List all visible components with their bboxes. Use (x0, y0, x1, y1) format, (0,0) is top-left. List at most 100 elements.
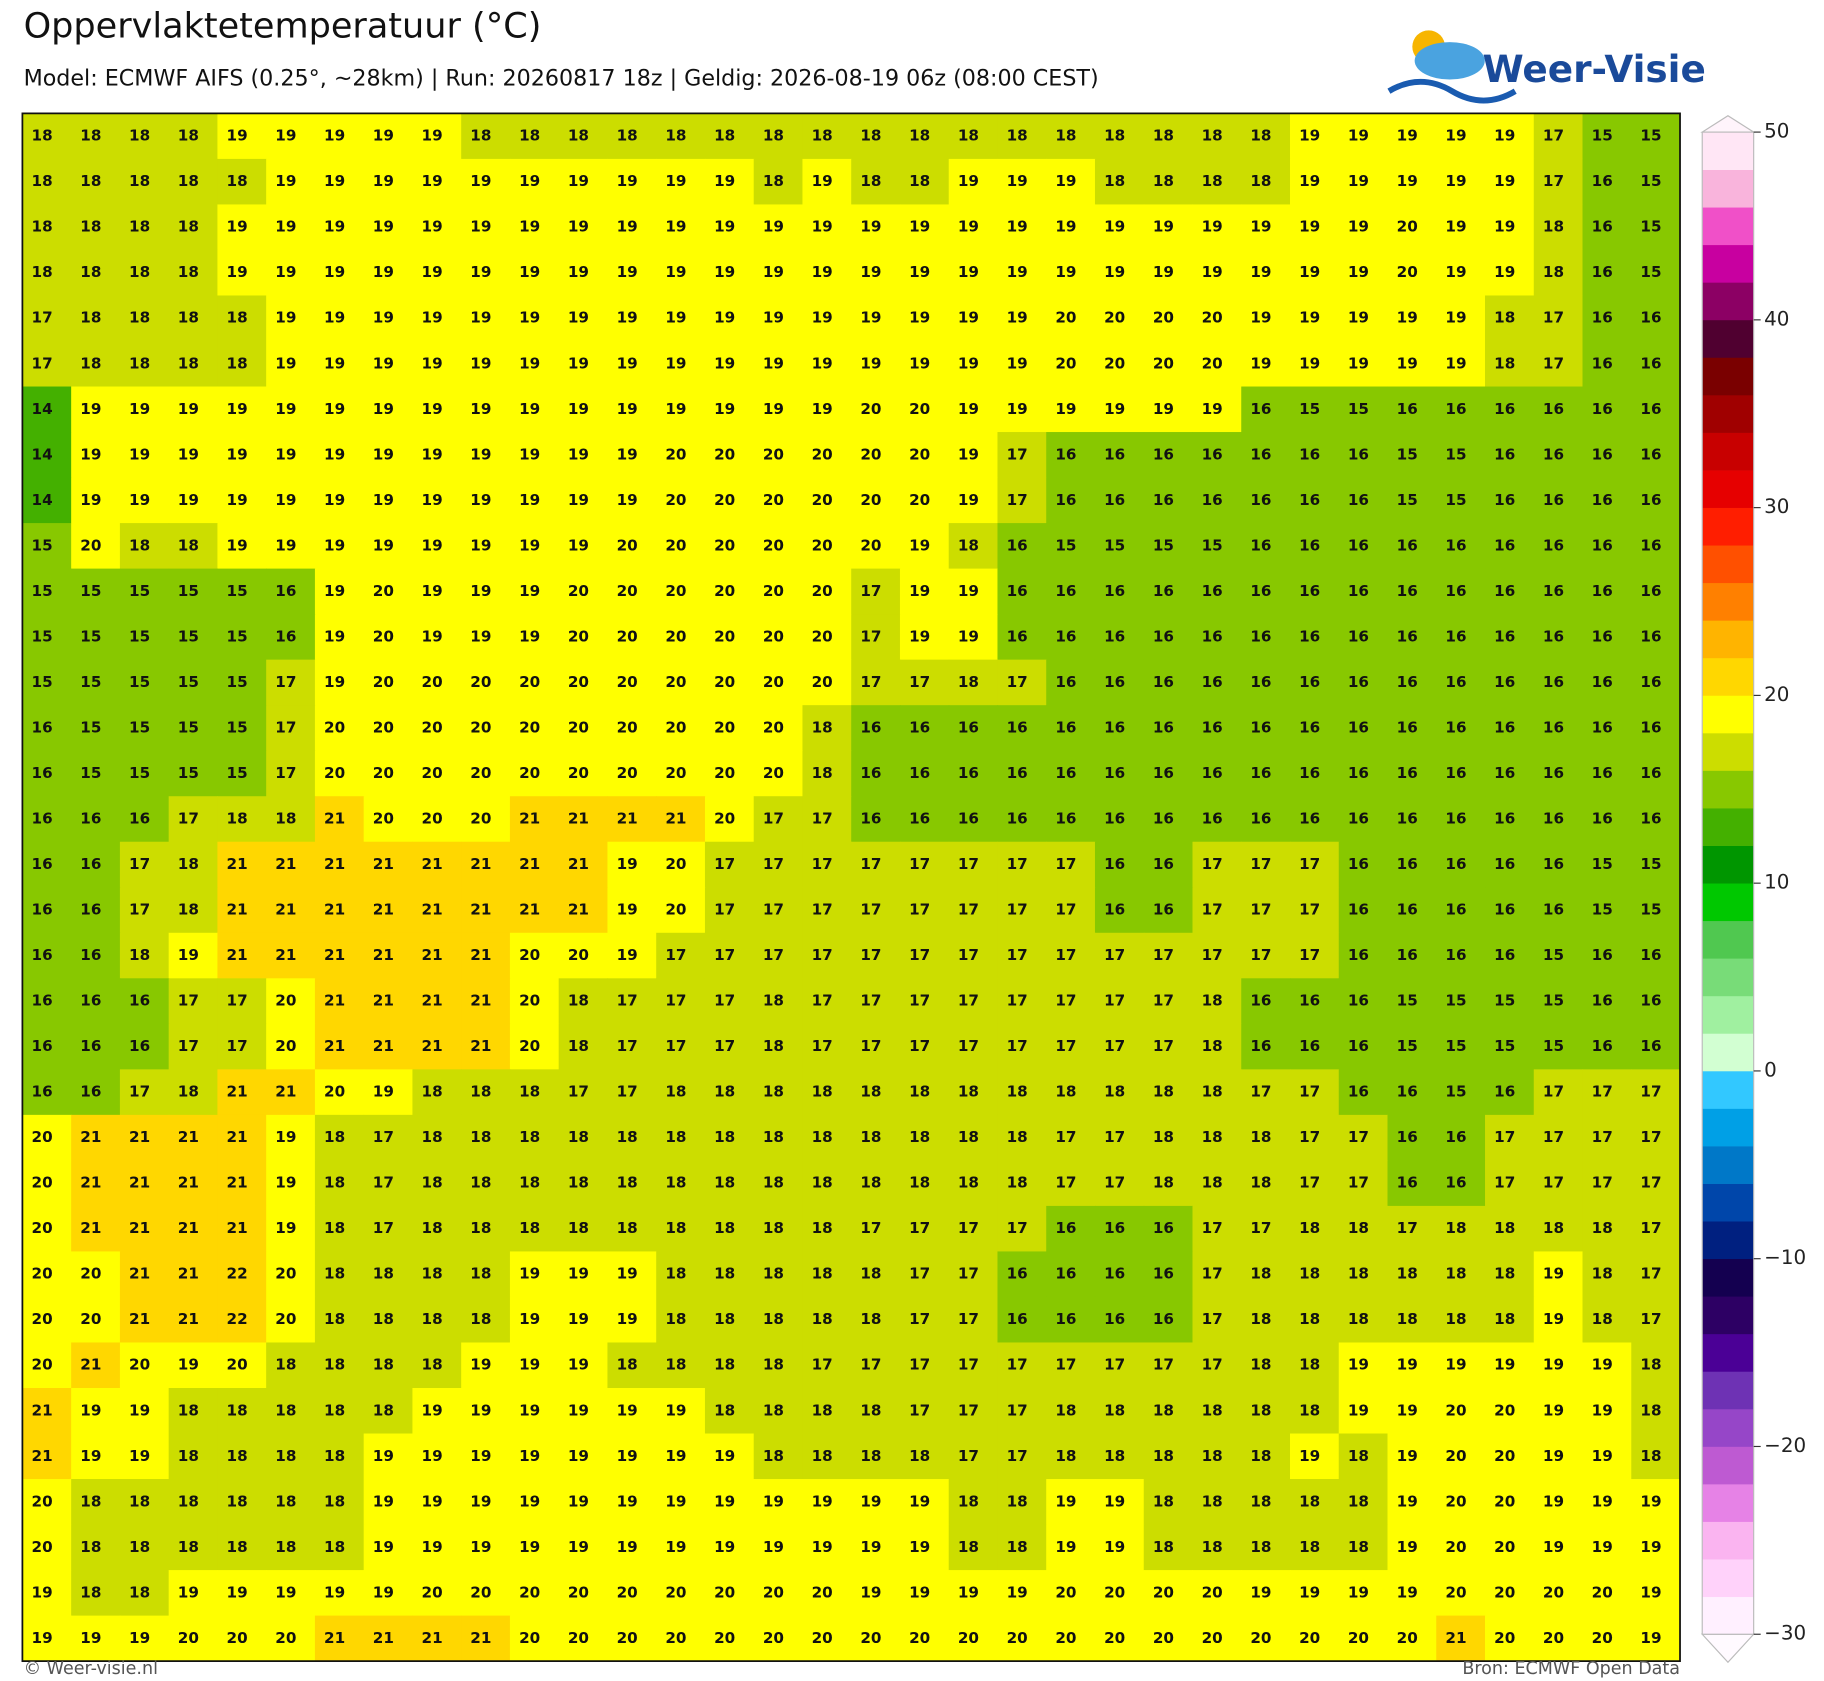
temperature-cell (119, 432, 170, 479)
temperature-cell (1143, 659, 1194, 706)
temperature-cell (1094, 432, 1145, 479)
temperature-cell (1631, 1433, 1681, 1480)
temperature-label: 19 (714, 400, 735, 418)
temperature-cell (22, 705, 72, 752)
temperature-cell (1046, 750, 1096, 797)
colorbar-tick-label: 30 (1764, 495, 1789, 518)
temperature-cell (1387, 1570, 1437, 1617)
temperature-label: 19 (422, 354, 443, 372)
temperature-cell (1192, 1387, 1242, 1435)
temperature-label: 16 (1055, 627, 1076, 645)
temperature-cell (119, 1114, 170, 1161)
temperature-label: 20 (178, 1629, 199, 1647)
temperature-label: 19 (178, 445, 199, 463)
temperature-cell (899, 614, 950, 661)
temperature-cell (1338, 750, 1389, 797)
temperature-label: 18 (1543, 263, 1564, 281)
temperature-label: 19 (617, 946, 638, 964)
temperature-label: 18 (275, 1492, 296, 1510)
temperature-label: 20 (275, 1265, 296, 1283)
colorbar-segment (1702, 732, 1754, 771)
temperature-cell (509, 1615, 560, 1662)
temperature-label: 18 (812, 718, 833, 736)
temperature-cell (1143, 841, 1194, 888)
temperature-label: 19 (275, 1219, 296, 1237)
temperature-label: 21 (568, 809, 589, 827)
colorbar-segment (1702, 1371, 1754, 1410)
temperature-cell (656, 1160, 706, 1207)
temperature-label: 17 (227, 1037, 248, 1055)
temperature-cell (1143, 1615, 1194, 1662)
temperature-cell (948, 1342, 999, 1389)
temperature-cell (1192, 1524, 1242, 1571)
temperature-cell (948, 1479, 999, 1526)
temperature-cell (899, 1069, 950, 1116)
temperature-label: 17 (1202, 1219, 1223, 1237)
temperature-label: 17 (1592, 1128, 1613, 1146)
temperature-cell (1241, 113, 1291, 160)
temperature-label: 17 (1202, 901, 1223, 919)
temperature-cell (314, 477, 365, 524)
temperature-label: 16 (1299, 764, 1320, 782)
temperature-cell (1338, 158, 1389, 206)
temperature-label: 18 (373, 1356, 394, 1374)
temperature-cell (71, 1524, 121, 1571)
temperature-label: 17 (958, 1447, 979, 1465)
temperature-cell (948, 841, 999, 888)
temperature-label: 17 (373, 1128, 394, 1146)
temperature-cell (704, 796, 755, 843)
temperature-label: 17 (1202, 855, 1223, 873)
temperature-cell (1338, 1479, 1389, 1526)
temperature-label: 20 (1397, 218, 1418, 236)
temperature-label: 17 (227, 992, 248, 1010)
temperature-label: 18 (227, 1538, 248, 1556)
temperature-label: 16 (1153, 809, 1174, 827)
temperature-label: 19 (763, 354, 784, 372)
temperature-label: 16 (1592, 263, 1613, 281)
temperature-cell (704, 249, 755, 297)
temperature-label: 16 (1592, 354, 1613, 372)
temperature-label: 18 (1543, 218, 1564, 236)
temperature-label: 18 (178, 127, 199, 145)
temperature-cell (1338, 887, 1389, 934)
temperature-cell (412, 1069, 462, 1116)
temperature-cell (314, 568, 365, 615)
temperature-label: 20 (1494, 1401, 1515, 1419)
temperature-cell (1094, 1160, 1145, 1207)
temperature-cell (899, 1160, 950, 1207)
temperature-label: 20 (1543, 1583, 1564, 1601)
temperature-cell (558, 432, 609, 479)
temperature-label: 16 (1202, 582, 1223, 600)
temperature-label: 20 (568, 1583, 589, 1601)
temperature-cell (656, 386, 706, 433)
temperature-cell (753, 158, 804, 206)
temperature-label: 15 (227, 764, 248, 782)
temperature-label: 19 (324, 536, 345, 554)
temperature-cell (509, 158, 560, 206)
temperature-cell (1289, 1205, 1340, 1253)
temperature-cell (1631, 1479, 1681, 1526)
temperature-label: 18 (1250, 1401, 1271, 1419)
temperature-cell (168, 1069, 219, 1116)
temperature-label: 19 (1104, 400, 1125, 418)
temperature-label: 20 (714, 1629, 735, 1647)
temperature-cell (851, 1433, 901, 1480)
temperature-cell (22, 932, 72, 979)
temperature-cell (1143, 978, 1194, 1025)
temperature-cell (1436, 113, 1486, 160)
temperature-label: 19 (519, 1356, 540, 1374)
temperature-label: 19 (568, 1265, 589, 1283)
temperature-label: 18 (178, 901, 199, 919)
temperature-label: 18 (275, 1538, 296, 1556)
temperature-cell (266, 1114, 316, 1161)
temperature-label: 17 (860, 627, 881, 645)
temperature-cell (1192, 477, 1242, 524)
temperature-label: 19 (568, 1356, 589, 1374)
temperature-cell (119, 1069, 170, 1116)
temperature-label: 17 (129, 1083, 150, 1101)
temperature-cell (1485, 1069, 1535, 1116)
temperature-label: 19 (227, 263, 248, 281)
temperature-cell (168, 295, 219, 342)
temperature-label: 16 (1494, 1083, 1515, 1101)
temperature-cell (314, 1479, 365, 1526)
